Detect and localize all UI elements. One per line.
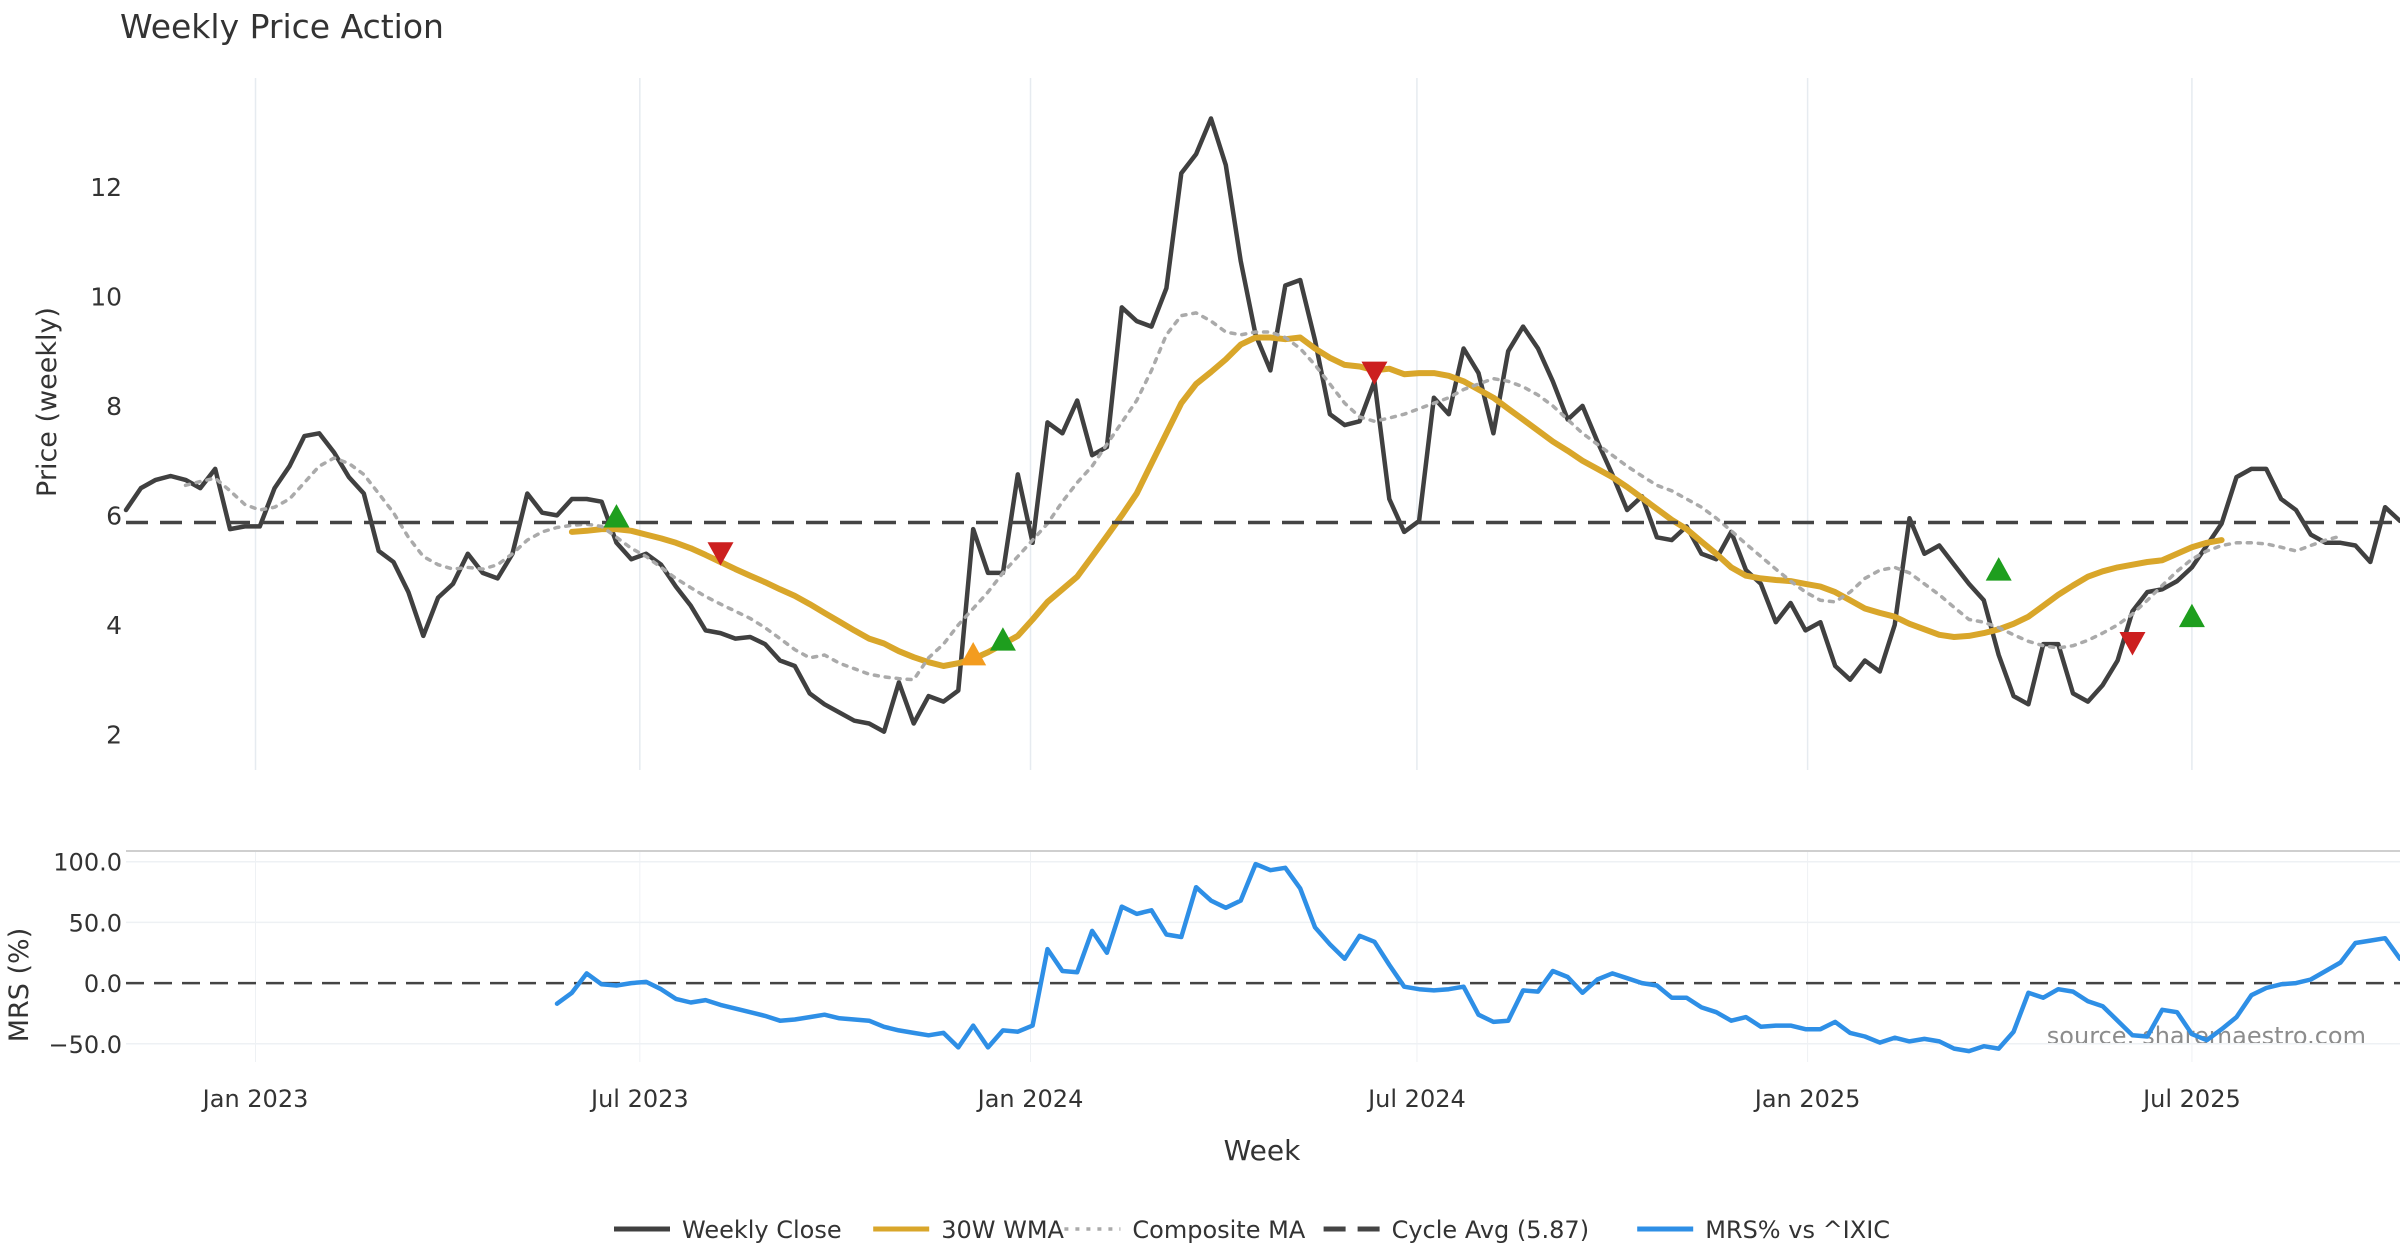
x-tick-labels: Jan 2023 Jul 2023 Jan 2024 Jul 2024 Jan 2025… (201, 1085, 2241, 1113)
mrs-line (554, 861, 2400, 1054)
30w-wma-line (568, 334, 2225, 669)
mrs-y-tick-label: −50.0 (48, 1031, 122, 1059)
buy-signal-marker (603, 504, 630, 528)
price-y-tick-label: 2 (106, 720, 122, 749)
legend: Weekly Close 30W WMA Composite MA Cycle Avg… (614, 1216, 1890, 1244)
x-tick-label: Jul 2023 (589, 1085, 689, 1113)
legend-label: Cycle Avg (5.87) (1392, 1216, 1589, 1244)
x-tick-label: Jul 2025 (2141, 1085, 2241, 1113)
x-tick-label: Jul 2024 (1366, 1085, 1466, 1113)
legend-item: Cycle Avg (5.87) (1323, 1216, 1589, 1244)
legend-item: MRS% vs ^IXIC (1637, 1216, 1890, 1244)
legend-item: 30W WMA (873, 1216, 1065, 1244)
legend-item: Composite MA (1064, 1216, 1306, 1244)
legend-item: Weekly Close (614, 1216, 842, 1244)
price-y-tick-label: 4 (106, 611, 122, 640)
price-panel: 2 4 6 8 10 12 (90, 78, 2400, 770)
weekly-close-line (123, 116, 2400, 734)
legend-label: 30W WMA (941, 1216, 1064, 1244)
price-y-tick-label: 6 (106, 501, 122, 530)
chart-title: Weekly Price Action (120, 7, 444, 46)
x-axis-label: Week (1224, 1134, 1301, 1167)
sell-signal-marker (707, 542, 734, 566)
legend-label: Weekly Close (682, 1216, 842, 1244)
buy-signal-marker (960, 642, 987, 666)
x-tick-label: Jan 2024 (976, 1085, 1084, 1113)
x-tick-label: Jan 2023 (201, 1085, 309, 1113)
source-annotation: source: sharemaestro.com (2047, 1022, 2366, 1050)
price-y-tick-label: 8 (106, 392, 122, 421)
mrs-y-tick-label: 50.0 (69, 909, 122, 937)
buy-signal-marker (1985, 557, 2012, 581)
sell-signal-marker (1361, 361, 1388, 386)
mrs-panel: 100.0 50.0 0.0 −50.0 (48, 849, 2400, 1062)
price-y-tick-label: 12 (90, 173, 122, 202)
sell-signal-marker (2119, 632, 2146, 656)
price-y-tick-label: 10 (90, 282, 122, 311)
mrs-y-axis-label: MRS (%) (4, 928, 35, 1043)
mrs-y-tick-label: 0.0 (84, 970, 122, 998)
buy-signal-marker (989, 627, 1016, 651)
legend-label: Composite MA (1132, 1216, 1305, 1244)
composite-ma-line (183, 311, 2343, 682)
price-y-axis-label: Price (weekly) (32, 307, 63, 497)
x-tick-label: Jan 2025 (1753, 1085, 1861, 1113)
legend-label: MRS% vs ^IXIC (1705, 1216, 1890, 1244)
buy-signal-marker (2178, 603, 2205, 628)
mrs-y-tick-label: 100.0 (53, 849, 122, 877)
